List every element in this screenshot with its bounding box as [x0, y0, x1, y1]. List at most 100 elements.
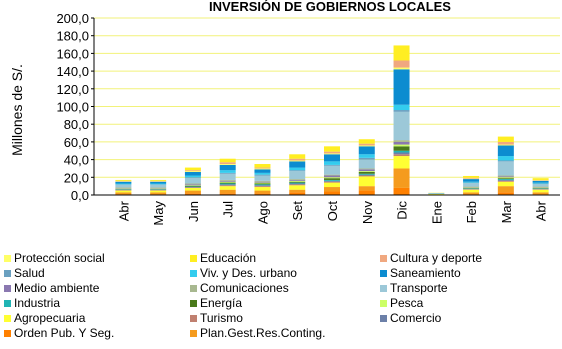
bar-segment: [150, 181, 167, 184]
legend-swatch: [4, 315, 11, 322]
x-tick-label: Jun: [186, 201, 201, 222]
bar-segment: [254, 193, 271, 195]
bar-segment: [358, 176, 375, 187]
bar-segment: [115, 184, 132, 188]
x-tick-label: Mar: [499, 200, 514, 223]
y-tick-label: 140,0: [56, 64, 89, 79]
legend-label: Pesca: [390, 296, 424, 310]
bar-segment: [219, 179, 236, 181]
bar-segment: [289, 192, 306, 195]
legend-label: Salud: [14, 266, 45, 280]
bar-segment: [324, 187, 340, 192]
bar-segment: [254, 169, 271, 173]
bar-segment: [358, 139, 375, 144]
bar-segment: [393, 60, 410, 68]
bar-segment: [115, 183, 132, 185]
bar-segment: [463, 189, 480, 193]
legend-label: Agropecuaria: [14, 311, 86, 325]
bar-segment: [254, 175, 271, 181]
bar-segment: [254, 182, 271, 184]
bar-segment: [324, 191, 340, 195]
y-tick-label: 180,0: [56, 29, 89, 44]
bar-segment: [463, 183, 480, 187]
bar-segment: [254, 187, 271, 191]
bar-segment: [358, 159, 375, 169]
bar-segment: [184, 171, 201, 172]
bar-segment: [324, 178, 340, 180]
legend-item: Cultura y deporte: [380, 252, 482, 265]
bar-segment: [358, 168, 375, 170]
bar-segment: [393, 152, 410, 155]
bar-segment: [324, 153, 340, 155]
x-tick-label: Set: [290, 201, 305, 221]
bar-segment: [219, 172, 236, 174]
legend-swatch: [190, 255, 197, 262]
bar-segment: [254, 185, 271, 187]
bar-segment: [358, 186, 375, 191]
bar-segment: [497, 156, 514, 161]
y-tick-label: 120,0: [56, 82, 89, 97]
bar-segment: [219, 164, 236, 171]
y-tick-label: 20,0: [64, 170, 89, 185]
bar-segment: [289, 170, 306, 172]
bar-segment: [324, 182, 340, 188]
bar-segment: [219, 164, 236, 165]
legend-item: Transporte: [380, 282, 448, 295]
bar-segment: [150, 183, 167, 185]
bar-segment: [254, 167, 271, 169]
bar-segment: [219, 181, 236, 183]
bar-segment: [497, 175, 514, 177]
legend-label: Cultura y deporte: [390, 251, 483, 265]
legend-item: Industria: [4, 297, 60, 310]
legend-item: Energía: [190, 297, 242, 310]
bar-segment: [219, 183, 236, 185]
bar-segment: [289, 179, 306, 181]
legend-swatch: [190, 300, 197, 307]
legend-item: Educación: [190, 252, 256, 265]
x-tick-label: Ago: [255, 201, 270, 224]
legend-item: Agropecuaria: [4, 312, 85, 325]
y-tick-label: 100,0: [56, 100, 89, 115]
bar-segment: [532, 182, 549, 184]
bar-segment: [497, 181, 514, 187]
bar-segment: [358, 146, 375, 155]
bar-segment: [254, 164, 271, 168]
legend-label: Protección social: [14, 251, 105, 265]
bar-segment: [497, 178, 514, 180]
legend: Protección social Educación Cultura y depo…: [4, 252, 560, 348]
bar-segment: [497, 141, 514, 145]
bar-segment: [289, 171, 306, 180]
y-axis-label: Millones de S/.: [9, 64, 25, 156]
bar-segment: [393, 187, 410, 195]
bar-segment: [289, 189, 306, 193]
legend-item: Salud: [4, 267, 45, 280]
legend-item: Pesca: [380, 297, 423, 310]
bar-segment: [393, 146, 410, 151]
bar-segment: [184, 178, 201, 184]
bar-segment: [184, 193, 201, 195]
bar-segment: [393, 67, 410, 70]
bar-segment: [289, 154, 306, 159]
bar-segment: [150, 179, 167, 181]
legend-swatch: [380, 285, 387, 292]
bar-segment: [497, 145, 514, 157]
legend-swatch: [190, 285, 197, 292]
bar-segment: [184, 183, 201, 185]
bar-segment: [254, 190, 271, 194]
bar-segment: [358, 190, 375, 195]
bar-segment: [150, 192, 167, 195]
bar-segment: [324, 180, 340, 182]
legend-swatch: [380, 300, 387, 307]
legend-item: Turismo: [190, 312, 243, 325]
bar-segment: [324, 161, 340, 165]
bar-segment: [289, 185, 306, 190]
legend-label: Energía: [200, 296, 243, 310]
legend-label: Viv. y Des. urbano: [200, 266, 297, 280]
bar-segment: [184, 171, 201, 176]
legend-label: Saneamiento: [390, 266, 461, 280]
bar-segment: [393, 69, 410, 105]
x-tick-label: Abr: [534, 200, 549, 221]
legend-item: Orden Pub. Y Seg.: [4, 327, 114, 340]
bar-segment: [358, 175, 375, 177]
bar-segment: [393, 154, 410, 157]
